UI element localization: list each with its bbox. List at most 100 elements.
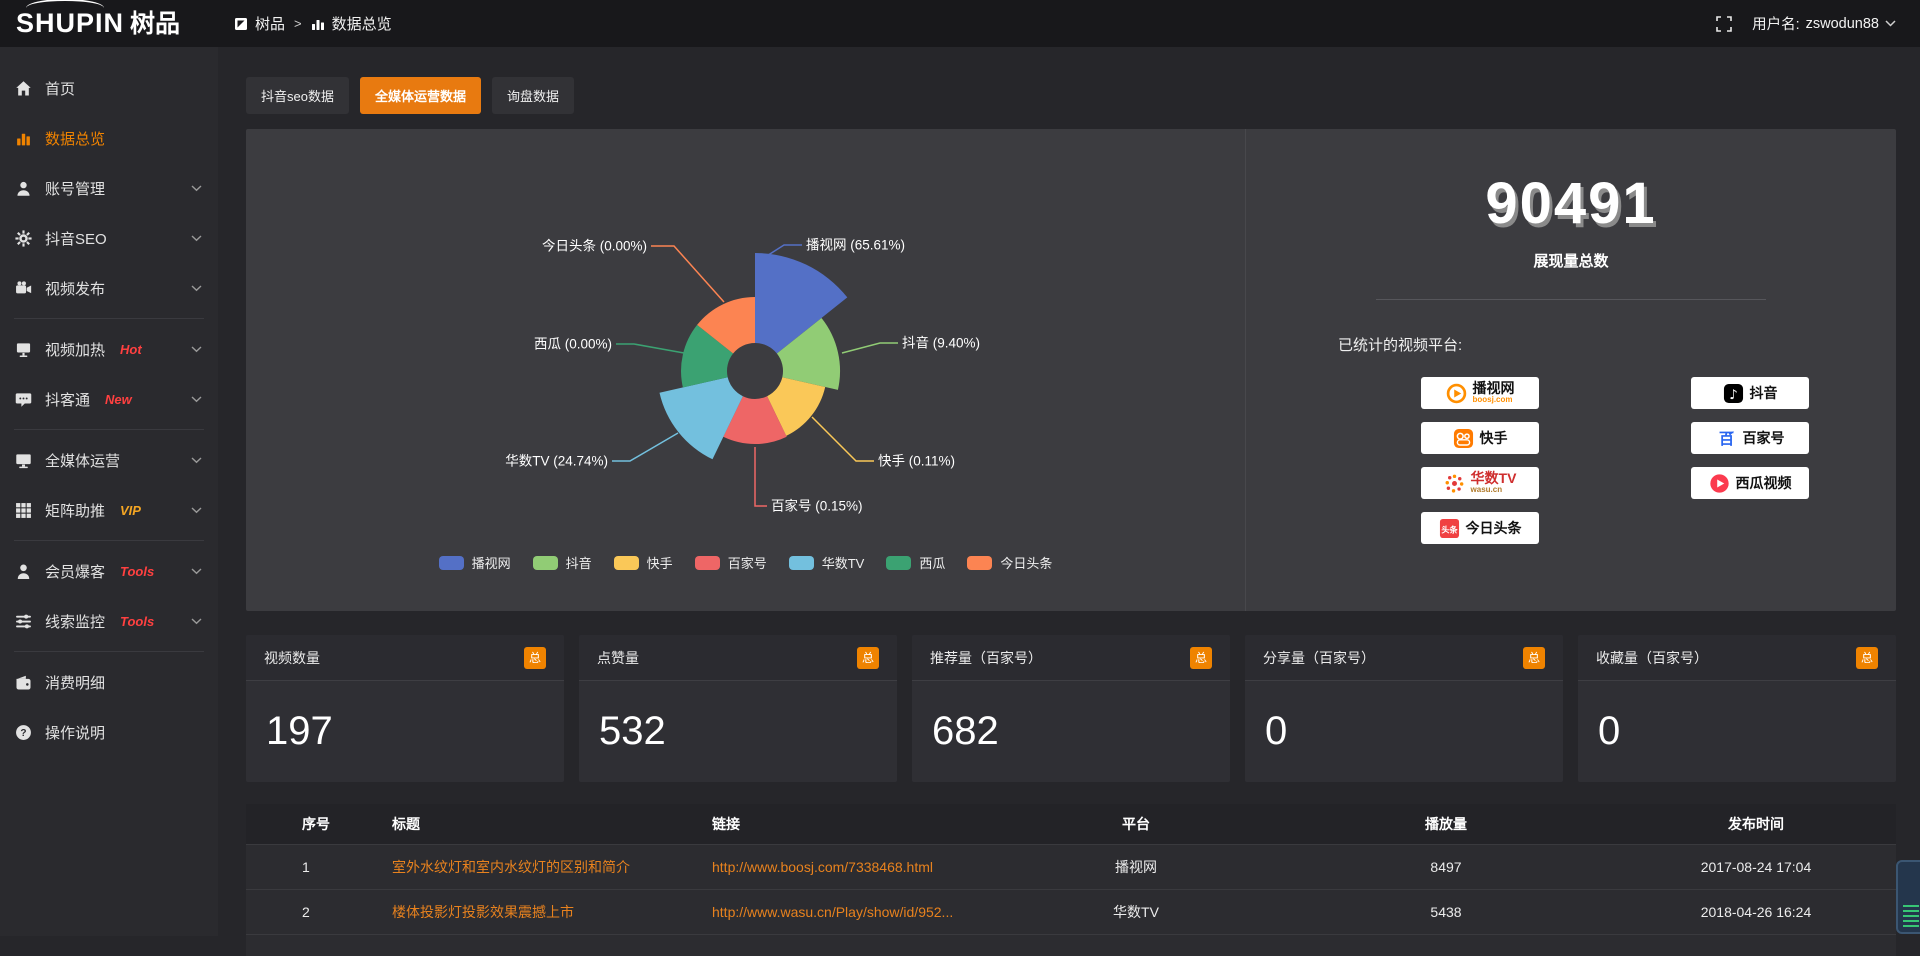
sidebar-item[interactable]: 视频加热 Hot xyxy=(0,324,218,374)
sidebar-item[interactable]: 视频发布 xyxy=(0,263,218,313)
pie-slice-百家号[interactable] xyxy=(723,396,787,445)
total-badge[interactable]: 总 xyxy=(524,646,546,669)
sidebar-item-badge: Tools xyxy=(120,563,155,579)
wallet-icon xyxy=(15,674,32,691)
breadcrumb-current[interactable]: 数据总览 xyxy=(331,16,392,33)
pie-slice-华数TV[interactable] xyxy=(659,377,743,460)
legend-item-快手[interactable]: 快手 xyxy=(613,553,673,572)
legend-item-华数TV[interactable]: 华数TV xyxy=(788,553,864,572)
floating-service-widget[interactable] xyxy=(1896,860,1920,934)
sidebar-item-label: 抖音SEO xyxy=(45,230,107,248)
top-bar: SHUPIN 树品 树品 > 数据总览 用户名: zswodun88 xyxy=(0,0,1920,47)
stat-card-分享量（百家号）: 分享量（百家号） 总 0 xyxy=(1245,635,1563,782)
svg-text:头条: 头条 xyxy=(1441,524,1458,534)
legend-label: 今日头条 xyxy=(1000,556,1053,571)
col-header: 播放量 xyxy=(1276,804,1616,844)
legend-item-抖音[interactable]: 抖音 xyxy=(532,553,592,572)
tab-全媒体运营数据[interactable]: 全媒体运营数据 xyxy=(359,77,481,114)
table-header-row: 序号 标题 链接 平台 播放量 发布时间 xyxy=(246,804,1896,844)
stat-card-label: 视频数量 xyxy=(264,649,320,666)
pie-slice-西瓜[interactable] xyxy=(681,324,734,388)
chevron-down-icon xyxy=(191,184,202,192)
sidebar-item-badge: Hot xyxy=(120,341,142,357)
legend-item-播视网[interactable]: 播视网 xyxy=(438,553,511,572)
sidebar: 首页 数据总览 账号管理 抖音SEO xyxy=(0,47,218,936)
sidebar-item[interactable]: 抖客通 New xyxy=(0,374,218,424)
video-url-link[interactable]: http://www.wasu.cn/Play/show/id/952... xyxy=(712,904,954,921)
douyin-logo: ♪ xyxy=(1723,383,1744,404)
pie-label: 快手 (0.11%) xyxy=(878,454,955,469)
user-icon xyxy=(15,180,32,197)
platform-badge-华数TV: 华数TV wasu.cn xyxy=(1421,467,1539,499)
table-row: 1 室外水纹灯和室内水纹灯的区别和简介 http://www.boosj.com… xyxy=(246,843,1896,889)
legend-label: 快手 xyxy=(646,556,673,571)
xigua-logo xyxy=(1709,473,1730,494)
user-menu[interactable]: 用户名: zswodun88 xyxy=(1752,13,1896,34)
question-icon: ? xyxy=(15,724,32,741)
sidebar-item[interactable]: 矩阵助推 VIP xyxy=(0,485,218,535)
sidebar-item[interactable]: 抖音SEO xyxy=(0,213,218,263)
platform-badge-今日头条: 头条 今日头条 xyxy=(1421,512,1539,544)
boosj-logo xyxy=(1446,383,1467,404)
sidebar-item[interactable]: 首页 xyxy=(0,63,218,113)
sidebar-item-label: 视频发布 xyxy=(45,280,106,298)
rose-pie-chart[interactable]: 播视网 (65.61%) 抖音 (9.40%) 快手 (0.11%) 百家号 (0.1… xyxy=(246,129,1245,611)
sidebar-item-label: 操作说明 xyxy=(45,724,106,742)
chevron-down-icon xyxy=(191,567,202,575)
col-header: 序号 xyxy=(296,804,386,844)
pie-slice-播视网[interactable] xyxy=(755,252,848,354)
stat-card-header: 分享量（百家号） 总 xyxy=(1245,635,1563,681)
sidebar-item[interactable]: 线索监控 Tools xyxy=(0,596,218,646)
sidebar-item[interactable]: ? 操作说明 xyxy=(0,707,218,757)
pie-label: 播视网 (65.61%) xyxy=(806,238,905,253)
screen-icon xyxy=(15,341,32,358)
total-badge[interactable]: 总 xyxy=(1523,646,1545,669)
table-row: 2 楼体投影灯投影效果震撼上市 http://www.wasu.cn/Play/… xyxy=(246,888,1896,934)
pie-slice-快手[interactable] xyxy=(767,377,826,436)
main-content: 抖音seo数据 全媒体运营数据 询盘数据 播视网 (65.61%) 抖音 (9.40%… xyxy=(218,47,1920,956)
sidebar-item[interactable]: 消费明细 xyxy=(0,657,218,707)
cell-plays: 5438 xyxy=(1276,888,1616,934)
sidebar-item[interactable]: 会员爆客 Tools xyxy=(0,546,218,596)
sidebar-item-label: 视频加热 xyxy=(45,341,106,359)
pie-slice-今日头条[interactable] xyxy=(697,297,755,354)
video-title-link[interactable]: 室外水纹灯和室内水纹灯的区别和简介 xyxy=(392,858,630,875)
stat-card-推荐量（百家号）: 推荐量（百家号） 总 682 xyxy=(912,635,1230,782)
sidebar-item[interactable]: 数据总览 xyxy=(0,113,218,163)
overview-panel: 播视网 (65.61%) 抖音 (9.40%) 快手 (0.11%) 百家号 (0.1… xyxy=(246,129,1896,611)
total-badge[interactable]: 总 xyxy=(857,646,879,669)
fullscreen-icon[interactable] xyxy=(1716,15,1732,32)
platform-name: 华数TV xyxy=(1470,470,1517,487)
cell-plays: 8497 xyxy=(1276,843,1616,889)
kuaishou-logo xyxy=(1453,428,1474,449)
pie-slice-抖音[interactable] xyxy=(776,318,841,390)
legend-item-西瓜[interactable]: 西瓜 xyxy=(886,553,945,572)
platform-name: 今日头条 xyxy=(1465,519,1522,536)
video-title-link[interactable]: 楼体投影灯投影效果震撼上市 xyxy=(392,903,574,920)
video-table: 序号 标题 链接 平台 播放量 发布时间 1 室外水纹灯和室内水纹灯的区别和简介… xyxy=(246,804,1896,956)
breadcrumb-separator: > xyxy=(294,16,302,31)
legend-item-今日头条[interactable]: 今日头条 xyxy=(967,553,1052,572)
tab-询盘数据[interactable]: 询盘数据 xyxy=(491,77,574,114)
stat-card-收藏量（百家号）: 收藏量（百家号） 总 0 xyxy=(1578,635,1896,782)
platform-sub: wasu.cn xyxy=(1470,485,1503,495)
chevron-down-icon xyxy=(191,395,202,403)
platform-badge-快手: 快手 xyxy=(1421,422,1539,454)
breadcrumb-root[interactable]: 树品 xyxy=(255,16,286,33)
total-badge[interactable]: 总 xyxy=(1190,646,1212,669)
platform-badges: 播视网 boosj.com 快手 华数TV wasu.cn 头条 今日头条 ♪ xyxy=(1246,377,1896,544)
stat-card-value: 532 xyxy=(599,709,666,753)
pie-label: 今日头条 (0.00%) xyxy=(542,238,647,254)
summary-section: 90491 展现量总数 已统计的视频平台: 播视网 boosj.com 快手 华数… xyxy=(1245,129,1896,611)
total-badge[interactable]: 总 xyxy=(1856,646,1878,669)
platform-share-chart: 播视网 (65.61%) 抖音 (9.40%) 快手 (0.11%) 百家号 (0.1… xyxy=(246,129,1245,611)
tab-抖音seo数据[interactable]: 抖音seo数据 xyxy=(246,77,349,114)
platform-column: ♪ 抖音 百 百家号 西瓜视频 xyxy=(1691,377,1809,544)
cell-time: 2018-04-26 16:24 xyxy=(1616,888,1896,934)
stat-card-value: 0 xyxy=(1265,709,1288,753)
sidebar-item[interactable]: 全媒体运营 xyxy=(0,435,218,485)
platform-badge-西瓜视频: 西瓜视频 xyxy=(1691,467,1809,499)
video-url-link[interactable]: http://www.boosj.com/7338468.html xyxy=(712,859,934,876)
legend-item-百家号[interactable]: 百家号 xyxy=(694,553,767,572)
sidebar-item[interactable]: 账号管理 xyxy=(0,163,218,213)
